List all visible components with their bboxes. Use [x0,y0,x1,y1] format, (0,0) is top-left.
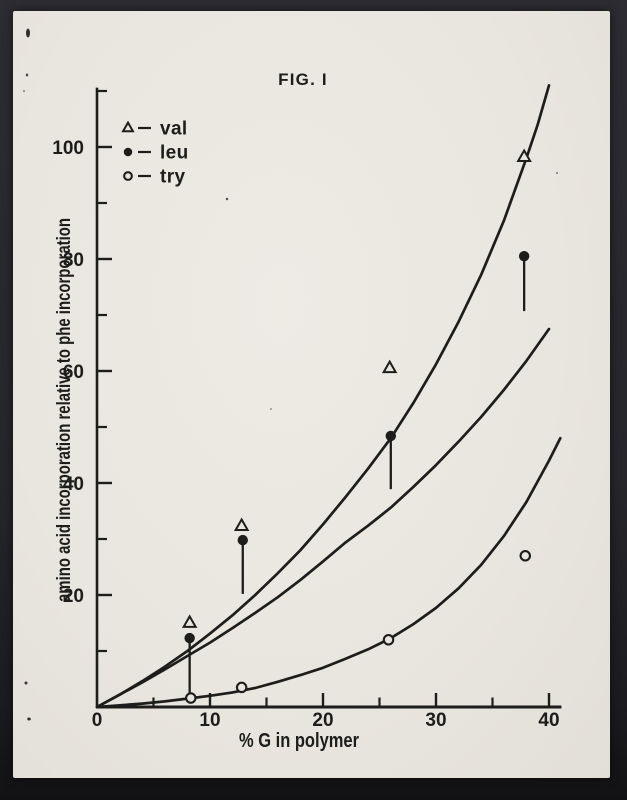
legend-label-val: val [160,119,188,140]
ink-speck [225,197,229,201]
y-tick-label: 60 [63,362,84,383]
y-tick-label: 100 [52,138,84,159]
point-leu [237,534,248,546]
point-val [381,359,398,374]
point-try [382,634,395,646]
point-val [233,517,250,532]
point-leu [518,251,530,262]
x-tick-label: 10 [199,710,220,731]
ink-speck [25,73,29,77]
ink-speck [24,681,28,685]
legend-label-try: try [160,167,186,188]
curve-val [95,84,551,709]
y-tick-label: 20 [63,586,84,607]
curve-leu [95,327,551,709]
chart-canvas: 20 40 60 80 100 0 10 20 30 40 val leu try FIG. I % G… [23,28,562,752]
ink-speck [270,408,272,410]
ink-speck [23,90,25,92]
legend-marker-try [123,171,133,181]
point-try [519,550,532,562]
x-tick-label: 30 [425,710,446,731]
y-axis-label: amino acid incorporation relative to phe… [54,218,75,602]
x-tick-label: 20 [312,710,333,731]
y-tick-label: 40 [63,474,84,495]
ink-speck [26,28,30,38]
point-val [181,614,198,628]
point-leu [385,430,396,442]
point-val [516,148,532,162]
x-axis-label: % G in polymer [239,730,359,752]
scanned-figure-paper: 20 40 60 80 100 0 10 20 30 40 val leu try FIG. I % G… [13,11,610,778]
x-tick-label: 0 [92,710,103,731]
figure-title: FIG. I [278,70,328,89]
legend-marker-val [121,120,135,133]
point-leu [184,632,195,644]
point-try [235,681,248,694]
ink-speck [27,717,31,721]
ink-speck [556,172,558,174]
legend-label-leu: leu [160,143,189,164]
point-try [185,692,197,704]
legend-marker-leu [123,147,133,157]
curve-try [95,436,562,709]
x-tick-label: 40 [538,710,559,731]
chart-generated-layer: 20 40 60 80 100 0 10 20 30 40 val leu try [23,28,562,731]
y-tick-label: 80 [63,250,84,271]
